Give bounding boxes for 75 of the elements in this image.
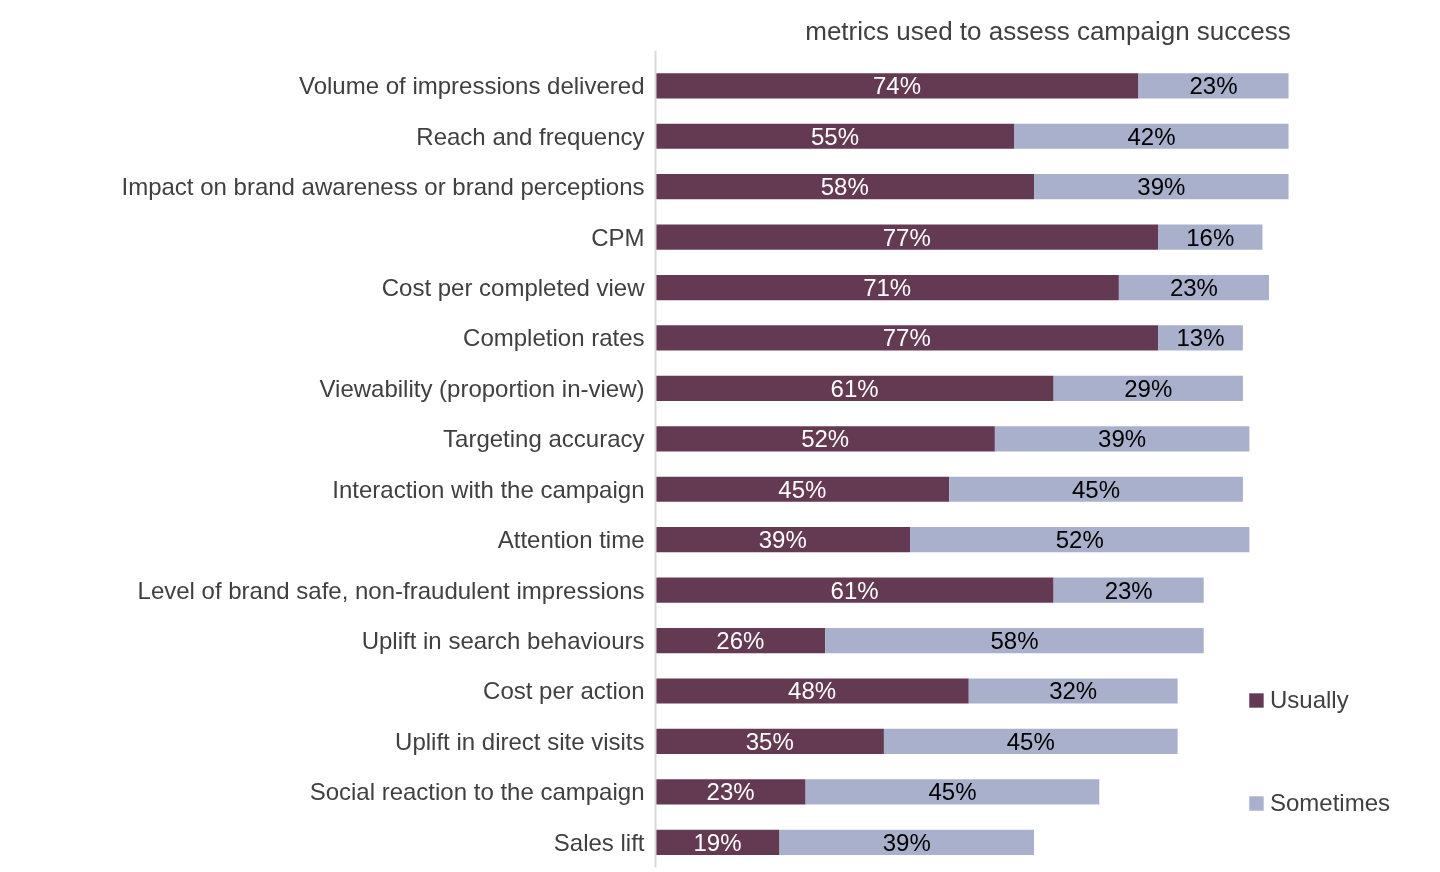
data-label: 52%: [801, 425, 850, 453]
data-label: 45%: [928, 778, 977, 806]
bar: [910, 527, 1250, 553]
data-label: 42%: [1127, 122, 1176, 150]
bar: [655, 174, 1035, 200]
data-label: 39%: [882, 828, 931, 856]
data-label: 35%: [745, 727, 794, 755]
y-tick-label: Viewability (proportion in-view): [319, 374, 645, 402]
data-label: 26%: [716, 627, 765, 655]
bar: [655, 224, 1159, 250]
bar: [655, 375, 1054, 401]
data-label: 77%: [882, 324, 931, 352]
bar: [994, 426, 1250, 452]
bar: [655, 325, 1159, 351]
bar: [1034, 174, 1289, 200]
data-label: 74%: [872, 72, 922, 100]
y-tick-label: Cost per completed view: [381, 274, 646, 302]
bar: [655, 426, 995, 452]
bar: [825, 627, 1204, 654]
data-label: 16%: [1186, 223, 1235, 251]
y-tick-label: Uplift in direct site visits: [395, 727, 645, 755]
y-tick-label: Uplift in search behaviours: [361, 627, 645, 655]
y-tick-label: Impact on brand awareness or brand perceptions: [121, 173, 645, 201]
data-label: 39%: [1098, 425, 1147, 453]
y-tick-label: Completion rates: [463, 324, 645, 352]
y-tick-label: Interaction with the campaign: [332, 475, 645, 503]
legend-label: Usually: [1269, 686, 1349, 714]
data-label: 52%: [1055, 526, 1104, 554]
data-label: 19%: [693, 828, 742, 856]
y-tick-label: Attention time: [497, 526, 645, 554]
data-label: 23%: [1104, 576, 1153, 604]
data-label: 71%: [863, 274, 912, 302]
data-label: 23%: [1189, 72, 1238, 100]
data-label: 55%: [810, 122, 860, 150]
y-tick-label: Level of brand safe, non-fraudulent impressions: [137, 576, 645, 604]
data-label: 61%: [830, 374, 879, 402]
data-label: 58%: [990, 627, 1039, 655]
data-label: 29%: [1124, 374, 1173, 402]
data-label: 45%: [778, 475, 827, 503]
y-tick-label: Cost per action: [483, 677, 645, 705]
bar: [805, 779, 1100, 805]
bar: [655, 476, 950, 502]
y-tick-label: Reach and frequency: [416, 122, 645, 150]
data-label: 13%: [1176, 324, 1225, 352]
legend-label: Sometimes: [1269, 789, 1390, 817]
y-tick-label: Sales lift: [553, 828, 645, 856]
data-label: 23%: [706, 778, 755, 806]
y-tick-label: Volume of impressions delivered: [299, 72, 645, 100]
bar: [655, 678, 969, 704]
bar: [655, 73, 1139, 99]
data-label: 39%: [1137, 173, 1186, 201]
data-label: 39%: [758, 526, 807, 554]
data-label: 61%: [830, 576, 879, 604]
bar: [883, 728, 1178, 755]
bar: [1014, 123, 1289, 149]
data-label: 23%: [1169, 274, 1218, 302]
bar: [949, 476, 1243, 502]
bar: [655, 527, 911, 553]
y-tick-label: Social reaction to the campaign: [309, 778, 645, 806]
y-tick-label: Targeting accuracy: [443, 425, 645, 453]
bar: [779, 829, 1035, 855]
data-label: 58%: [820, 173, 869, 201]
bar: [655, 577, 1054, 603]
bar: [655, 274, 1119, 301]
bar: [968, 678, 1178, 704]
bar: [655, 123, 1015, 149]
data-label: 48%: [788, 677, 837, 705]
bar: [1053, 375, 1243, 401]
y-tick-label: CPM: [591, 223, 645, 251]
chart-title: metrics used to assess campaign success: [805, 15, 1291, 46]
data-label: 32%: [1049, 677, 1098, 705]
data-label: 45%: [1072, 475, 1121, 503]
data-label: 45%: [1006, 727, 1055, 755]
bar: [655, 728, 884, 755]
data-label: 77%: [882, 223, 931, 251]
